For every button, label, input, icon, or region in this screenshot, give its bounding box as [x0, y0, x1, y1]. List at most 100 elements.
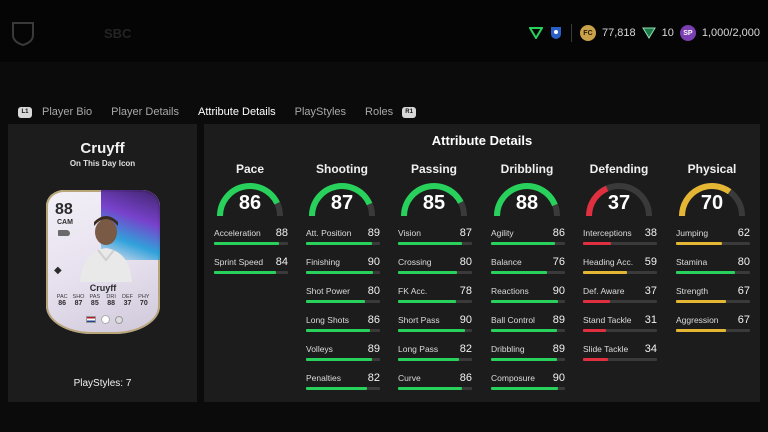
tab-player-bio[interactable]: Player Bio [42, 106, 93, 118]
attribute-bar-fill [583, 271, 627, 274]
sp-value: 1,000/2,000 [701, 27, 760, 39]
attribute-label: Dribbling [491, 344, 525, 354]
attribute-bar-fill [306, 387, 367, 390]
attribute-bar-fill [583, 329, 606, 332]
attribute-value: 34 [644, 343, 657, 355]
points-icon [641, 27, 656, 39]
attribute-label: Ball Control [491, 315, 535, 325]
attribute-bar [491, 300, 565, 303]
attribute-row: Dribbling 89 [489, 343, 565, 373]
attribute-bar [398, 329, 472, 332]
attribute-bar [398, 358, 472, 361]
r1-button[interactable]: R1 [402, 106, 417, 118]
category-rating: 87 [330, 192, 354, 214]
attribute-bar [306, 300, 380, 303]
boot-icon [58, 230, 70, 236]
attribute-label: Aggression [676, 315, 719, 325]
l1-button[interactable]: L1 [18, 106, 32, 118]
attribute-row: Strength 67 [674, 285, 750, 315]
attribute-bar [583, 300, 657, 303]
attribute-list: Vision 87 Crossing 80 FK Acc. 78 Short Pass 90 L… [396, 227, 472, 402]
attribute-value: 80 [367, 285, 380, 297]
player-card[interactable]: 88 CAM ◆ Cruyff PAC SHO PAS DRI DEF PHY … [46, 190, 160, 334]
attribute-row: Acceleration 88 [212, 227, 288, 257]
attribute-row: Aggression 67 [674, 314, 750, 344]
attribute-bar-fill [214, 271, 277, 274]
attribute-bar-fill [676, 271, 736, 274]
attribute-value: 90 [552, 285, 565, 297]
attribute-bar [676, 329, 750, 332]
attribute-label: Crossing [398, 257, 432, 267]
card-stat-value: 86 [58, 300, 67, 307]
attribute-row: Slide Tackle 34 [581, 343, 657, 373]
attribute-bar [491, 387, 565, 390]
attribute-row: Vision 87 [396, 227, 472, 257]
attribute-bar [583, 242, 657, 245]
attribute-bar [306, 271, 380, 274]
attribute-bar-fill [676, 300, 726, 303]
attribute-list: Acceleration 88 Sprint Speed 84 [212, 227, 288, 286]
attribute-row: Penalties 82 [304, 372, 380, 402]
player-card-type: On This Day Icon [69, 159, 136, 168]
card-stat-value: 87 [74, 300, 83, 307]
card-stat-label: PAC [56, 294, 68, 300]
attribute-bar-fill [398, 300, 456, 303]
tab-roles[interactable]: Roles [365, 106, 394, 118]
attribute-list: Att. Position 89 Finishing 90 Shot Power 80 Lo… [304, 227, 380, 402]
attribute-bar [583, 271, 657, 274]
gauge-fill [494, 183, 558, 217]
playstyles-count: PlayStyles: 7 [73, 378, 132, 389]
attribute-row: FK Acc. 78 [396, 285, 472, 315]
attribute-bar-fill [583, 300, 611, 303]
category-gauge: 70 [674, 180, 750, 218]
category-title: Physical [687, 162, 737, 176]
category-rating: 86 [238, 192, 262, 214]
attribute-bar-fill [398, 387, 462, 390]
attribute-bar [398, 242, 472, 245]
attribute-label: Stamina [676, 257, 708, 267]
tab-player-details[interactable]: Player Details [111, 106, 179, 118]
attribute-label: Heading Acc. [583, 257, 634, 267]
attribute-row: Shot Power 80 [304, 285, 380, 315]
card-stat-label: SHO [72, 294, 85, 300]
attribute-row: Interceptions 38 [581, 227, 657, 257]
attribute-row: Heading Acc. 59 [581, 256, 657, 286]
attribute-panel-title: Attribute Details [431, 133, 533, 148]
card-rating: 88 [55, 201, 73, 218]
attribute-bar [306, 329, 380, 332]
attribute-bar-fill [676, 329, 726, 332]
tab-playstyles[interactable]: PlayStyles [294, 106, 347, 118]
attribute-bar [398, 300, 472, 303]
tab-attribute-details[interactable]: Attribute Details [198, 106, 276, 118]
attribute-value: 76 [552, 256, 565, 268]
attribute-value: 38 [644, 227, 657, 239]
category-rating: 70 [700, 192, 724, 214]
attribute-label: Long Shots [306, 315, 350, 325]
category-rating: 37 [607, 192, 631, 214]
attribute-column-dribbling: Dribbling 88 Agility 86 Balance 76 Reactions 90… [489, 162, 565, 402]
attribute-label: Short Pass [398, 315, 440, 325]
nav-item-sbc[interactable]: SBC [104, 26, 132, 41]
attribute-bar [398, 271, 472, 274]
attribute-bar-fill [398, 358, 459, 361]
attribute-value: 89 [367, 343, 380, 355]
attribute-value: 87 [459, 227, 472, 239]
category-gauge: 86 [212, 180, 288, 218]
attribute-value: 31 [644, 314, 657, 326]
attribute-value: 86 [367, 314, 380, 326]
coin-icon: FC [579, 25, 596, 41]
gauge-arc [494, 183, 560, 217]
card-stat-label: DRI [106, 294, 116, 300]
attribute-list: Agility 86 Balance 76 Reactions 90 Ball Contro… [489, 227, 565, 402]
gauge-fill [309, 183, 373, 217]
category-title: Passing [410, 162, 458, 176]
card-stat-value: 37 [123, 300, 132, 307]
attribute-bar-fill [306, 271, 373, 274]
attribute-value: 37 [644, 285, 657, 297]
rank-chevron-icon [528, 27, 543, 39]
attribute-label: Penalties [306, 373, 341, 383]
attribute-column-physical: Physical 70 Jumping 62 Stamina 80 Strength 67 Ag… [674, 162, 750, 344]
sp-icon: SP [679, 25, 696, 41]
attribute-label: Vision [398, 228, 421, 238]
attribute-label: Att. Position [306, 228, 352, 238]
